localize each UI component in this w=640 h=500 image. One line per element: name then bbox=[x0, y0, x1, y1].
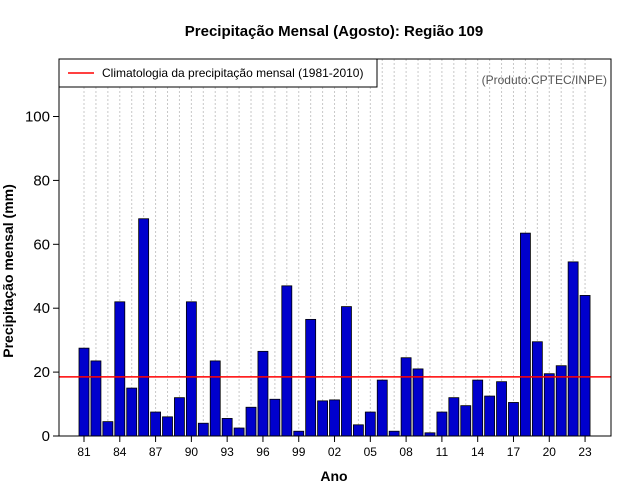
bar-09 bbox=[412, 368, 424, 437]
bar-81 bbox=[78, 347, 90, 437]
y-tick-label: 100 bbox=[25, 109, 50, 126]
bar-82 bbox=[90, 360, 102, 437]
bar-05 bbox=[364, 411, 376, 437]
x-axis: 81 84 87 90 93 96 99 02 05 08 11 14 17 20 23 bbox=[77, 436, 592, 459]
x-tick-label: 90 bbox=[185, 445, 199, 459]
x-tick-label: 05 bbox=[364, 445, 378, 459]
bar-11 bbox=[436, 411, 448, 437]
bar-12 bbox=[448, 397, 460, 437]
grid-lines bbox=[83, 59, 586, 436]
bar-95 bbox=[245, 406, 257, 437]
bar-89 bbox=[174, 397, 185, 437]
bar-01 bbox=[317, 400, 329, 437]
x-tick-label: 20 bbox=[543, 445, 557, 459]
legend-box bbox=[58, 58, 378, 88]
y-tick-label: 20 bbox=[33, 364, 50, 381]
legend-climatology-label: Climatologia da precipitação mensal (198… bbox=[102, 66, 363, 80]
bar-02 bbox=[329, 399, 340, 437]
bar-91 bbox=[197, 422, 209, 437]
x-tick-label: 93 bbox=[220, 445, 234, 459]
bar-92 bbox=[209, 360, 221, 437]
bar-99 bbox=[293, 430, 305, 437]
y-tick-label: 0 bbox=[42, 428, 50, 445]
legend: Climatologia da precipitação mensal (198… bbox=[58, 58, 378, 88]
bar-87 bbox=[150, 411, 161, 437]
y-tick-label: 60 bbox=[33, 236, 50, 253]
bar-14 bbox=[472, 379, 484, 437]
y-axis: 0 20 40 60 80 100 bbox=[25, 109, 59, 445]
x-tick-label: 84 bbox=[113, 445, 127, 459]
bar-97 bbox=[269, 398, 281, 437]
bar-06 bbox=[376, 379, 388, 437]
x-tick-label: 17 bbox=[507, 445, 521, 459]
bar-17 bbox=[508, 402, 519, 437]
bar-19 bbox=[531, 341, 543, 437]
x-tick-label: 87 bbox=[149, 445, 163, 459]
x-axis-label: Ano bbox=[320, 468, 347, 484]
bar-96 bbox=[257, 350, 269, 437]
x-tick-label: 23 bbox=[578, 445, 592, 459]
bar-93 bbox=[221, 418, 233, 437]
y-tick-label: 80 bbox=[33, 172, 50, 189]
bar-13 bbox=[460, 405, 472, 437]
y-tick-label: 40 bbox=[33, 300, 50, 317]
bar-04 bbox=[352, 424, 364, 437]
bar-22 bbox=[567, 261, 579, 437]
bar-08 bbox=[400, 357, 412, 437]
bar-88 bbox=[162, 416, 173, 437]
y-axis-label: Precipitação mensal (mm) bbox=[0, 184, 16, 358]
bar-94 bbox=[233, 427, 245, 437]
bar-20 bbox=[543, 373, 555, 437]
bar-18 bbox=[520, 232, 531, 437]
x-tick-label: 02 bbox=[328, 445, 342, 459]
x-tick-label: 81 bbox=[77, 445, 91, 459]
x-tick-label: 11 bbox=[436, 445, 449, 459]
bar-98 bbox=[281, 285, 293, 437]
x-tick-label: 99 bbox=[292, 445, 306, 459]
bar-23 bbox=[579, 295, 591, 437]
bar-03 bbox=[341, 306, 352, 437]
chart-title: Precipitação Mensal (Agosto): Região 109 bbox=[185, 23, 483, 40]
bar-16 bbox=[496, 381, 507, 437]
bar-86 bbox=[138, 218, 150, 437]
bar-84 bbox=[114, 301, 126, 437]
bar-15 bbox=[484, 395, 496, 437]
x-tick-label: 08 bbox=[399, 445, 413, 459]
source-credit: (Produto:CPTEC/INPE) bbox=[482, 73, 607, 87]
bar-07 bbox=[388, 430, 400, 437]
bar-series bbox=[78, 218, 591, 437]
bar-85 bbox=[126, 387, 138, 437]
bar-00 bbox=[305, 318, 317, 437]
bar-83 bbox=[102, 421, 114, 437]
x-tick-label: 14 bbox=[471, 445, 485, 459]
bar-90 bbox=[185, 301, 197, 437]
x-tick-label: 96 bbox=[256, 445, 270, 459]
